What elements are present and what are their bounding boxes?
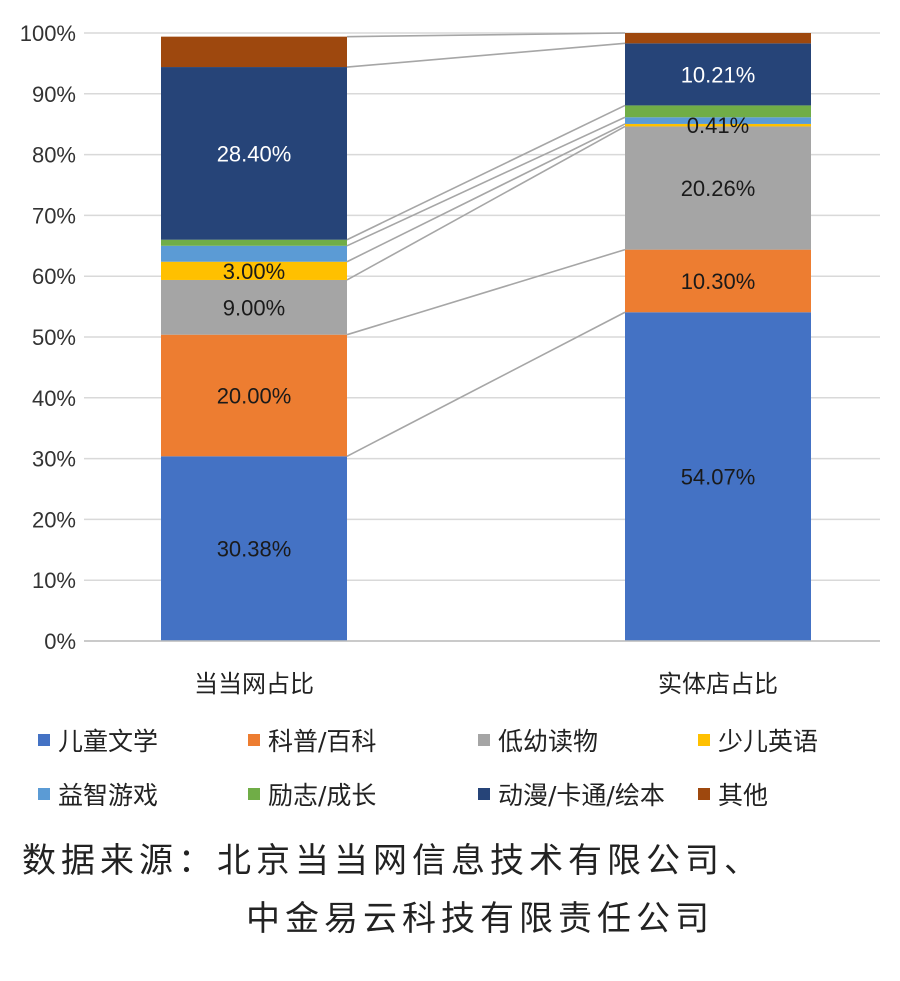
y-axis: 0% 10% 20% 30% 40% 50% 60% 70% 80% 90% 100% [20,21,76,654]
legend-label: 励志/成长 [268,776,376,812]
legend: 儿童文学 科普/百科 低幼读物 少儿英语益智游戏 励志/成长 动漫/卡通/绘本 其他 [38,722,888,812]
stacked-bar-chart: 0% 10% 20% 30% 40% 50% 60% 70% 80% 90% 100% 30.38%… [0,0,900,710]
legend-swatch [38,788,50,800]
legend-label: 科普/百科 [268,722,376,758]
y-tick-label: 70% [32,203,76,228]
legend-item: 儿童文学 [38,722,248,758]
legend-swatch [698,788,710,800]
legend-label: 益智游戏 [58,776,158,812]
legend-item: 科普/百科 [248,722,478,758]
connector-line [347,117,625,246]
data-label: 28.40% [217,141,292,166]
y-tick-label: 90% [32,82,76,107]
data-label: 30.38% [217,537,292,562]
legend-swatch [478,734,490,746]
bar-segment [625,33,811,43]
legend-swatch [248,734,260,746]
connector-line [347,43,625,67]
legend-item: 低幼读物 [478,722,698,758]
x-axis: 当当网占比 实体店占比 [84,641,880,698]
data-label: 20.00% [217,383,292,408]
y-tick-label: 20% [32,507,76,532]
connector-line [347,126,625,280]
y-tick-label: 100% [20,21,76,46]
bar-segment [161,240,347,246]
legend-label: 低幼读物 [498,722,598,758]
data-label: 3.00% [223,259,285,284]
y-tick-label: 30% [32,447,76,472]
data-label: 10.30% [681,269,756,294]
legend-item: 动漫/卡通/绘本 [478,776,698,812]
data-label: 54.07% [681,465,756,490]
connector-line [347,124,625,262]
y-tick-label: 60% [32,264,76,289]
legend-item: 其他 [698,776,888,812]
legend-label: 少儿英语 [718,722,818,758]
connector-line [347,250,625,335]
y-tick-label: 0% [44,629,76,654]
legend-swatch [478,788,490,800]
legend-swatch [38,734,50,746]
data-label: 9.00% [223,295,285,320]
bar-segment [161,37,347,67]
data-source-note: 数据来源：北京当当网信息技术有限公司、 中金易云科技有限责任公司 [22,832,763,948]
source-line-1: 数据来源：北京当当网信息技术有限公司、 [22,841,763,881]
x-category-label: 实体店占比 [658,670,778,698]
legend-item: 少儿英语 [698,722,888,758]
source-line-2: 中金易云科技有限责任公司 [22,890,763,948]
data-label: 10.21% [681,62,756,87]
y-tick-label: 40% [32,386,76,411]
legend-label: 儿童文学 [58,722,158,758]
data-label: 0.41% [687,113,749,138]
connector-line [347,105,625,239]
data-label: 20.26% [681,176,756,201]
series-connector-lines [347,33,625,456]
legend-swatch [698,734,710,746]
y-tick-label: 10% [32,568,76,593]
legend-label: 其他 [718,776,768,812]
y-tick-label: 50% [32,325,76,350]
connector-line [347,312,625,456]
y-tick-label: 80% [32,143,76,168]
legend-label: 动漫/卡通/绘本 [498,776,665,812]
x-category-label: 当当网占比 [194,670,314,698]
legend-item: 励志/成长 [248,776,478,812]
legend-swatch [248,788,260,800]
legend-item: 益智游戏 [38,776,248,812]
